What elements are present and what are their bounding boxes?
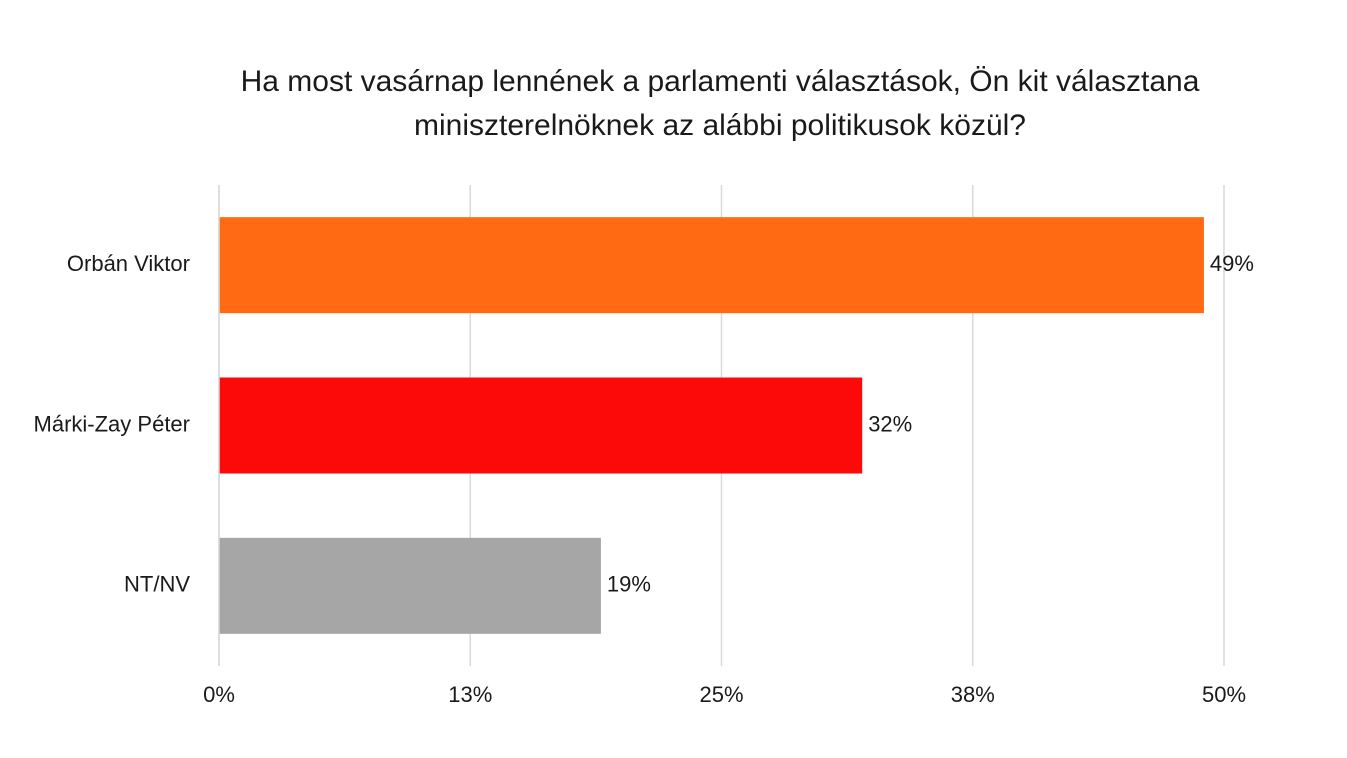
- x-tick-label: 50%: [1202, 682, 1246, 707]
- y-tick-label: Márki-Zay Péter: [34, 411, 190, 436]
- bar: [219, 217, 1204, 314]
- x-tick-label: 13%: [448, 682, 492, 707]
- bar: [219, 537, 601, 634]
- bar: [219, 377, 863, 474]
- x-tick-label: 38%: [951, 682, 995, 707]
- value-label: 49%: [1210, 251, 1254, 276]
- y-tick-label: Orbán Viktor: [67, 251, 190, 276]
- chart-title: Ha most vasárnap lennének a parlamenti v…: [240, 65, 1200, 142]
- y-tick-label: NT/NV: [124, 572, 190, 597]
- x-tick-label: 25%: [699, 682, 743, 707]
- x-tick-label: 0%: [203, 682, 235, 707]
- value-label: 19%: [607, 572, 651, 597]
- value-label: 32%: [868, 411, 912, 436]
